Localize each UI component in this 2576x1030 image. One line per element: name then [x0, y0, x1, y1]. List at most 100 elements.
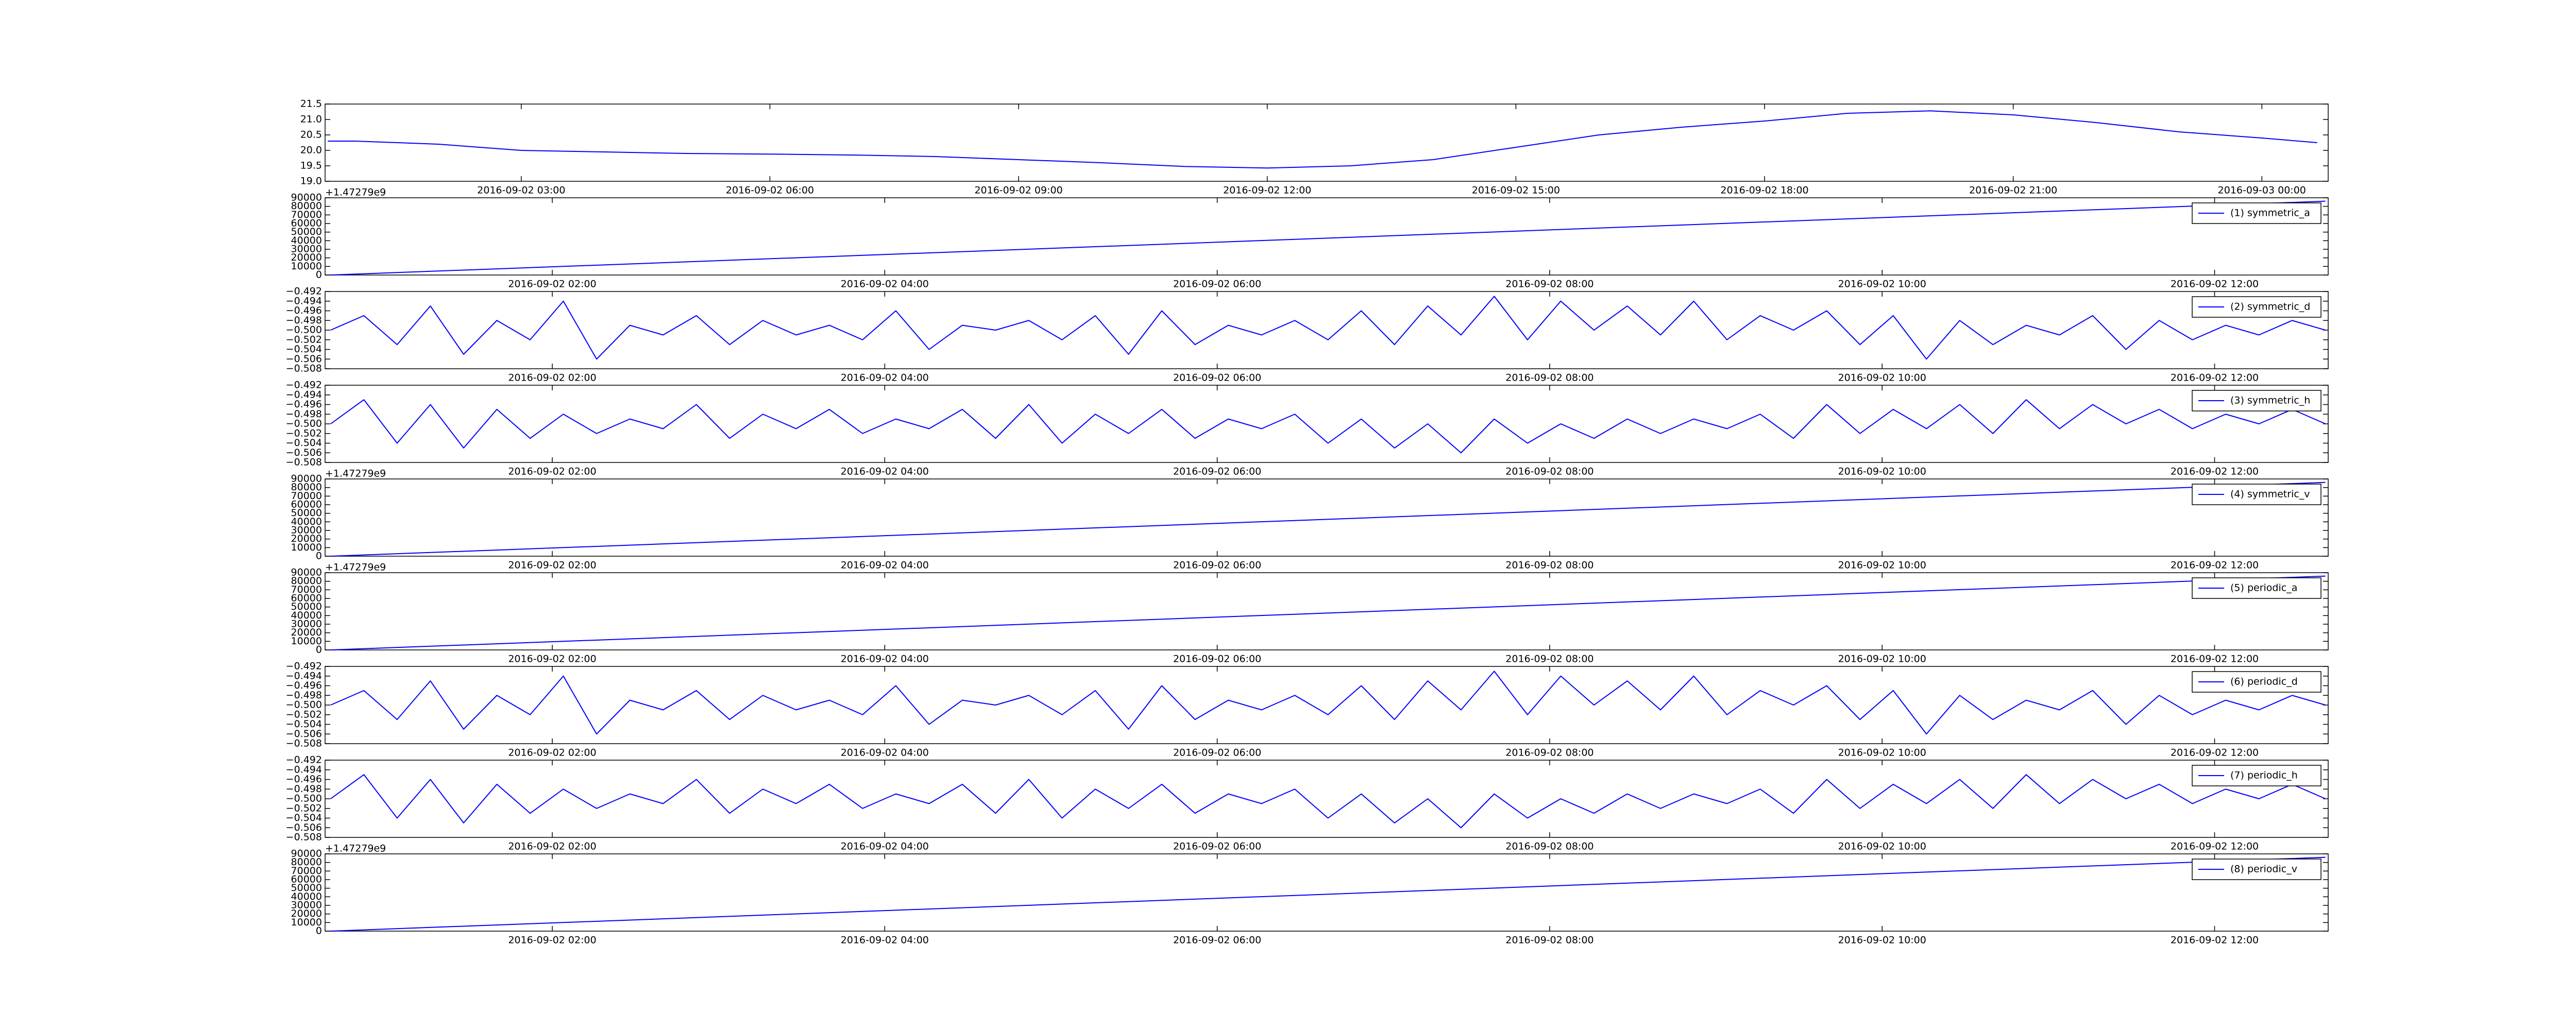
axis-offset-label: +1.47279e9 [325, 562, 386, 573]
axes-frame [325, 197, 2329, 276]
y-tick-label: 20000 [291, 627, 322, 638]
series-line [330, 856, 2326, 932]
x-tick-label: 2016-09-02 12:00 [2171, 654, 2259, 665]
legend-label: (1) symmetric_a [2230, 208, 2310, 219]
y-tick-label: −0.508 [286, 832, 322, 843]
axis-offset-label: +1.47279e9 [325, 468, 386, 479]
x-tick-label: 2016-09-02 08:00 [1505, 841, 1594, 852]
x-tick-label: 2016-09-02 03:00 [477, 185, 565, 196]
x-tick-label: 2016-09-02 02:00 [508, 279, 596, 290]
y-tick-label: 80000 [291, 482, 322, 493]
x-tick-label: 2016-09-02 04:00 [841, 654, 929, 665]
y-tick-label: −0.494 [286, 670, 322, 681]
y-tick-label: −0.506 [286, 353, 322, 365]
x-tick-label: 2016-09-02 04:00 [841, 372, 929, 384]
y-tick-label: 70000 [291, 490, 322, 502]
x-tick-label: 2016-09-02 06:00 [1173, 466, 1261, 477]
x-tick-label: 2016-09-02 06:00 [1173, 935, 1261, 946]
x-tick-label: 2016-09-02 04:00 [841, 935, 929, 946]
series-line [330, 200, 2326, 276]
legend-label: (6) periodic_d [2230, 676, 2298, 688]
y-tick-label: 30000 [291, 525, 322, 536]
x-tick-label: 2016-09-02 06:00 [1173, 560, 1261, 571]
y-tick-label: −0.494 [286, 764, 322, 775]
axes-frame [325, 104, 2329, 182]
y-tick-label: 50000 [291, 882, 322, 894]
y-tick-label: −0.502 [286, 427, 322, 439]
legend-label: (8) periodic_v [2230, 864, 2297, 875]
y-tick-label: 0 [316, 925, 322, 937]
y-tick-label: −0.496 [286, 399, 322, 410]
x-tick-label: 2016-09-02 06:00 [1173, 841, 1261, 852]
x-tick-label: 2016-09-02 06:00 [1173, 654, 1261, 665]
x-tick-label: 2016-09-02 04:00 [841, 560, 929, 571]
y-tick-label: 90000 [291, 192, 322, 203]
x-tick-label: 2016-09-02 04:00 [841, 466, 929, 477]
y-tick-label: 50000 [291, 226, 322, 237]
series-line [330, 774, 2326, 829]
axes-frame [325, 478, 2329, 557]
legend-label: (2) symmetric_d [2230, 301, 2310, 313]
y-tick-label: −0.506 [286, 728, 322, 740]
x-tick-label: 2016-09-02 02:00 [508, 747, 596, 759]
y-tick-label: −0.492 [286, 661, 322, 672]
y-tick-label: −0.492 [286, 754, 322, 766]
x-tick-label: 2016-09-02 02:00 [508, 372, 596, 384]
x-tick-label: 2016-09-02 08:00 [1505, 466, 1594, 477]
x-tick-label: 2016-09-02 02:00 [508, 560, 596, 571]
legend-label: (3) symmetric_h [2230, 395, 2310, 406]
x-tick-label: 2016-09-02 12:00 [2171, 372, 2259, 384]
x-tick-label: 2016-09-02 04:00 [841, 747, 929, 759]
y-tick-label: 60000 [291, 593, 322, 604]
y-tick-label: 20.5 [300, 129, 322, 141]
y-tick-label: −0.504 [286, 718, 322, 730]
x-tick-label: 2016-09-02 02:00 [508, 841, 596, 852]
y-tick-label: 80000 [291, 200, 322, 212]
y-tick-label: 60000 [291, 218, 322, 229]
y-tick-label: −0.494 [286, 295, 322, 306]
x-tick-label: 2016-09-02 21:00 [1969, 185, 2057, 196]
x-tick-label: 2016-09-02 08:00 [1505, 654, 1594, 665]
y-tick-label: 10000 [291, 542, 322, 553]
x-tick-label: 2016-09-02 06:00 [726, 185, 814, 196]
y-tick-label: 10000 [291, 917, 322, 928]
x-tick-label: 2016-09-02 09:00 [974, 185, 1062, 196]
x-tick-label: 2016-09-02 06:00 [1173, 279, 1261, 290]
y-tick-label: −0.500 [286, 324, 322, 336]
y-tick-label: −0.506 [286, 447, 322, 458]
series-line [330, 296, 2326, 360]
series-line [330, 399, 2326, 454]
y-tick-label: 20.0 [300, 145, 322, 156]
x-tick-label: 2016-09-02 02:00 [508, 935, 596, 946]
x-tick-label: 2016-09-02 12:00 [2171, 841, 2259, 852]
x-tick-label: 2016-09-02 08:00 [1505, 372, 1594, 384]
y-tick-label: 10000 [291, 261, 322, 272]
x-tick-label: 2016-09-02 12:00 [2171, 560, 2259, 571]
y-tick-label: 40000 [291, 516, 322, 527]
y-tick-label: 70000 [291, 584, 322, 595]
y-tick-label: −0.496 [286, 680, 322, 691]
legend-label: (4) symmetric_v [2230, 489, 2310, 500]
x-tick-label: 2016-09-02 08:00 [1505, 279, 1594, 290]
y-tick-label: 30000 [291, 619, 322, 630]
y-tick-label: 30000 [291, 900, 322, 911]
legend-label: (7) periodic_h [2230, 770, 2298, 781]
legend-label: (5) periodic_a [2230, 582, 2297, 594]
x-tick-label: 2016-09-02 12:00 [2171, 935, 2259, 946]
y-tick-label: 0 [316, 551, 322, 562]
x-tick-label: 2016-09-02 04:00 [841, 841, 929, 852]
y-tick-label: −0.494 [286, 389, 322, 400]
y-tick-label: 19.5 [300, 160, 322, 171]
x-tick-label: 2016-09-02 10:00 [1838, 560, 1926, 571]
y-tick-label: 70000 [291, 209, 322, 220]
y-tick-label: 80000 [291, 575, 322, 587]
axis-offset-label: +1.47279e9 [325, 187, 386, 198]
y-tick-label: −0.498 [286, 783, 322, 795]
axes-frame [325, 572, 2329, 650]
y-tick-label: 50000 [291, 601, 322, 612]
y-tick-label: −0.496 [286, 305, 322, 316]
x-tick-label: 2016-09-02 08:00 [1505, 747, 1594, 759]
y-tick-label: 20000 [291, 908, 322, 919]
y-tick-label: 20000 [291, 533, 322, 544]
